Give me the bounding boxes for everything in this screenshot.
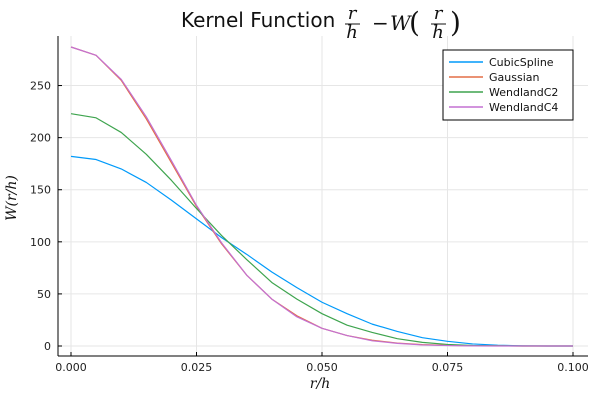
title-paren-close: ) [450, 6, 461, 39]
legend-label-gaussian: Gaussian [489, 71, 539, 84]
title-frac-arg-den: h [432, 22, 444, 43]
grid [58, 36, 588, 356]
title-paren-open: ( [409, 6, 420, 39]
y-tick-label-4: 200 [30, 132, 51, 145]
y-tick-label-2: 100 [30, 236, 51, 249]
x-tick-label-4: 0.100 [557, 361, 589, 374]
title-func: W [390, 11, 412, 35]
legend-label-wendlandc4: WendlandC4 [489, 101, 558, 114]
series-line-wendlandc4 [70, 46, 573, 347]
legend: CubicSpline Gaussian WendlandC2 WendlandC4 [442, 49, 574, 121]
y-tick-label-5: 250 [30, 80, 51, 93]
x-tick-label-2: 0.050 [306, 361, 338, 374]
title-frac-arg-num: r [434, 3, 444, 24]
chart-title: Kernel Function r h − W ( r h ) [181, 3, 461, 43]
series-line-cubicspline [70, 155, 573, 347]
series-lines [70, 46, 573, 347]
legend-label-cubicspline: CubicSpline [489, 56, 554, 69]
y-tick-label-0: 0 [44, 340, 51, 353]
legend-label-wendlandc2: WendlandC2 [489, 86, 558, 99]
x-tick-label-3: 0.075 [432, 361, 464, 374]
y-tick-label-3: 150 [30, 184, 51, 197]
x-tick-labels: 0.000 0.025 0.050 0.075 0.100 [55, 361, 589, 374]
y-tick-labels: 0 50 100 150 200 250 [30, 80, 51, 353]
x-tick-label-1: 0.025 [181, 361, 213, 374]
chart-title-text: Kernel Function [181, 8, 335, 32]
title-minus: − [372, 11, 389, 35]
axes [57, 36, 588, 357]
x-tick-label-0: 0.000 [55, 361, 87, 374]
title-frac-lhs-num: r [348, 3, 358, 24]
x-axis-label: r/h [310, 376, 330, 392]
y-tick-label-1: 50 [37, 288, 51, 301]
y-axis-label: W(r/h) [4, 175, 20, 221]
title-frac-lhs-den: h [346, 22, 358, 43]
